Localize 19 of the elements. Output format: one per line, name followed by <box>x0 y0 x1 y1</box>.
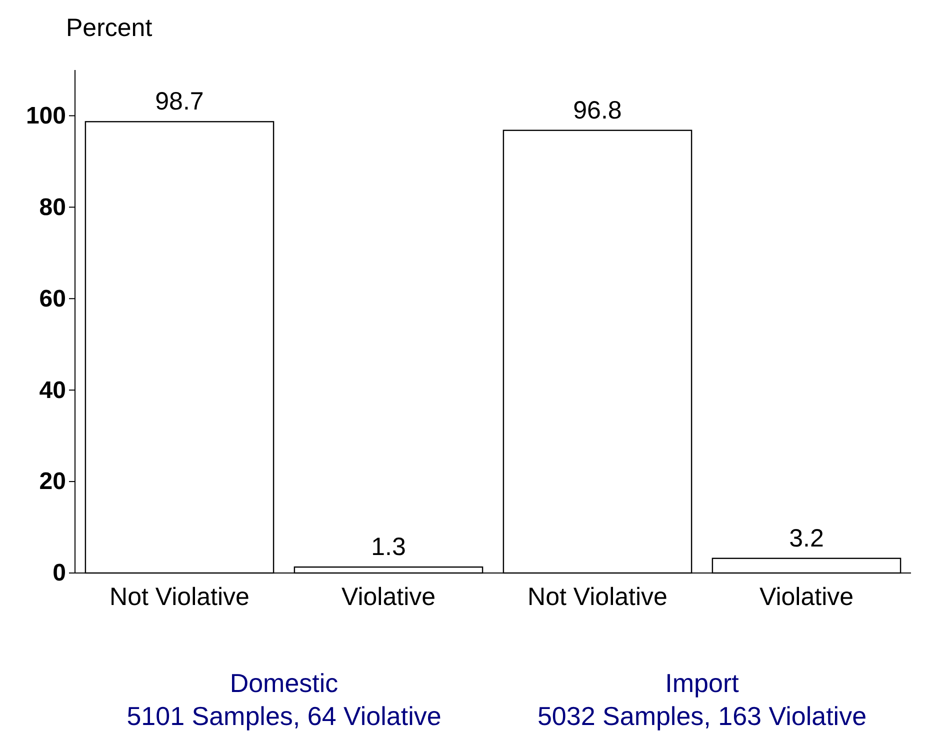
text: 5032 Samples, 163 Violative <box>537 701 867 731</box>
x-tick-label: Violative <box>341 582 436 611</box>
data-label: 3.2 <box>789 524 824 552</box>
y-axis-title: Percent <box>66 14 152 42</box>
x-tick-label: Violative <box>759 582 854 611</box>
text: Import <box>665 668 740 698</box>
y-tick-label: 40 <box>39 376 66 404</box>
data-label: 98.7 <box>155 88 204 116</box>
data-label: 96.8 <box>573 96 622 124</box>
y-tick-label: 100 <box>26 102 66 130</box>
text: 5101 Samples, 64 Violative <box>126 701 442 731</box>
text: Domestic <box>230 668 338 698</box>
data-label: 1.3 <box>371 533 406 562</box>
y-tick-label: 60 <box>39 285 66 312</box>
y-tick-label: 80 <box>39 194 66 221</box>
y-tick-label: 20 <box>39 468 66 496</box>
x-tick-label: Not Violative <box>528 582 668 611</box>
y-tick-label: 0 <box>52 560 66 587</box>
x-tick-label: Not Violative <box>110 582 250 611</box>
